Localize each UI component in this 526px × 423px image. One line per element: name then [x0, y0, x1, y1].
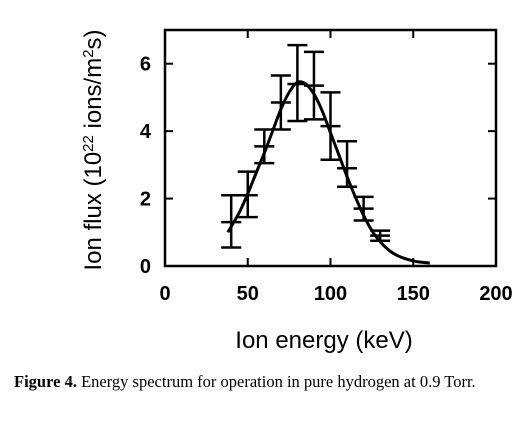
x-tick-label: 200: [479, 283, 512, 305]
caption-text: Energy spectrum for operation in pure hy…: [81, 372, 476, 391]
y-axis-title: Ion flux (1022 ions/m2s): [80, 29, 108, 270]
y-tick-label: 2: [140, 189, 151, 211]
fit-curve: [226, 80, 430, 265]
y-axis-ticks: 0 2 4 6: [140, 54, 496, 278]
figure-caption: Figure 4. Energy spectrum for operation …: [14, 372, 519, 391]
x-tick-label: 50: [237, 283, 259, 305]
data-point-errorbar: [221, 193, 242, 249]
x-tick-label: 100: [314, 283, 347, 305]
x-tick-label: 150: [397, 283, 430, 305]
ion-energy-chart: 0 2 4 6 0 50 100 150 200 Ion energy (keV) Ion f…: [80, 28, 513, 354]
x-tick-label: 0: [159, 283, 170, 305]
data-point-errorbar: [303, 50, 324, 121]
y-tick-label: 6: [140, 54, 151, 76]
x-axis-ticks: 0 50 100 150 200: [159, 30, 513, 305]
y-tick-label: 0: [140, 256, 151, 278]
caption-label: Figure 4.: [14, 372, 77, 391]
x-axis-title: Ion energy (keV): [235, 327, 412, 354]
data-point-errorbar: [320, 91, 341, 162]
y-tick-label: 4: [140, 121, 152, 143]
